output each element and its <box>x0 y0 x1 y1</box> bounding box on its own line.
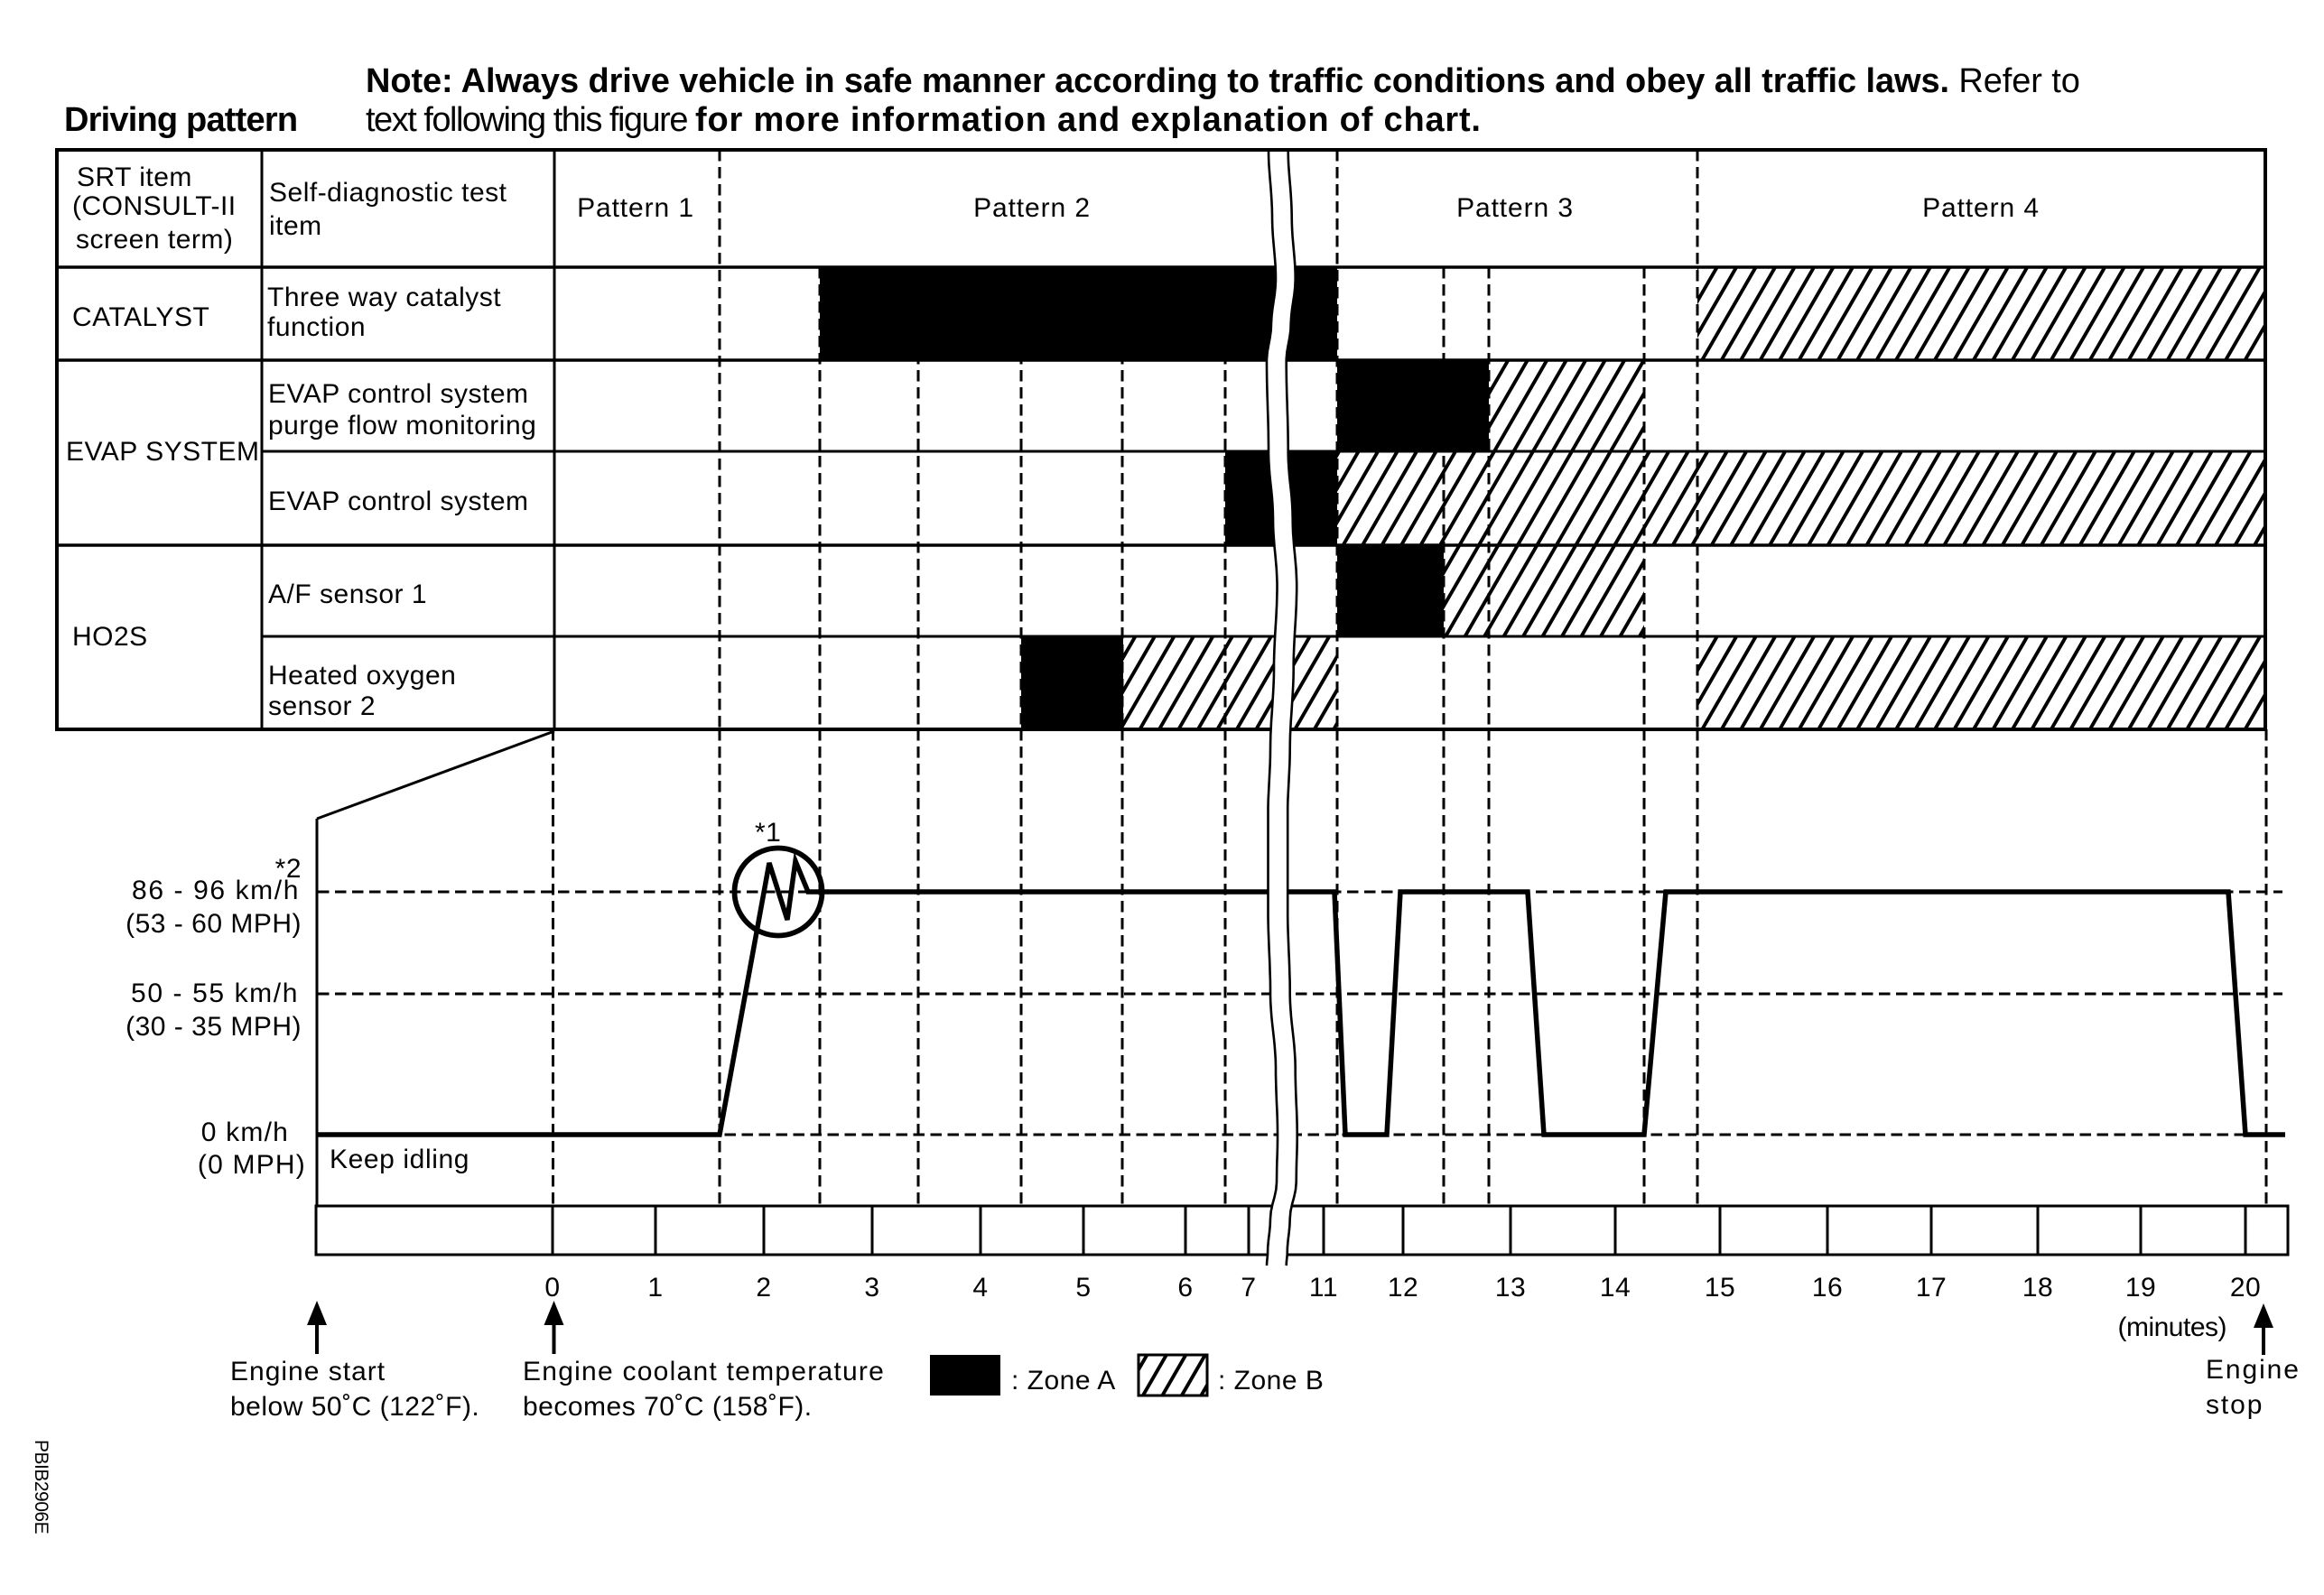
svg-text:HO2S: HO2S <box>72 622 148 652</box>
svg-text:6: 6 <box>1177 1273 1193 1303</box>
svg-text:(53 - 60 MPH): (53 - 60 MPH) <box>125 909 302 939</box>
svg-text:screen term): screen term) <box>76 225 233 255</box>
svg-text:function: function <box>267 312 366 342</box>
svg-text:EVAP SYSTEM: EVAP SYSTEM <box>66 437 259 467</box>
svg-text:below 50˚C (122˚F).: below 50˚C (122˚F). <box>230 1392 479 1422</box>
svg-text:4: 4 <box>972 1273 988 1303</box>
svg-text:sensor 2: sensor 2 <box>268 691 376 721</box>
svg-text:EVAP control system: EVAP control system <box>268 487 529 516</box>
svg-text:CATALYST: CATALYST <box>72 302 209 332</box>
svg-text:15: 15 <box>1705 1273 1735 1303</box>
svg-text:Pattern 3: Pattern 3 <box>1456 193 1574 223</box>
svg-text:*2: *2 <box>275 854 302 884</box>
svg-text:becomes 70˚C (158˚F).: becomes 70˚C (158˚F). <box>523 1392 813 1422</box>
svg-text:EVAP control system: EVAP control system <box>268 379 529 409</box>
svg-text:12: 12 <box>1388 1273 1418 1303</box>
svg-text:Three way catalyst: Three way catalyst <box>267 283 501 312</box>
svg-text:Driving pattern: Driving pattern <box>64 101 297 139</box>
svg-text:7: 7 <box>1241 1273 1256 1303</box>
svg-text:item: item <box>269 211 322 241</box>
svg-text:0 km/h: 0 km/h <box>201 1117 289 1147</box>
svg-text:PBIB2906E: PBIB2906E <box>31 1440 51 1535</box>
svg-text:(0 MPH): (0 MPH) <box>198 1150 306 1180</box>
svg-text:(CONSULT-II: (CONSULT-II <box>72 191 237 221</box>
svg-text:11: 11 <box>1309 1273 1338 1303</box>
svg-text:20: 20 <box>2230 1273 2261 1303</box>
svg-text:Keep idling: Keep idling <box>330 1145 469 1174</box>
svg-text:Engine: Engine <box>2206 1355 2301 1385</box>
svg-text:: Zone B: : Zone B <box>1218 1366 1324 1396</box>
svg-text:Pattern 4: Pattern 4 <box>1922 193 2040 223</box>
svg-text:purge flow monitoring: purge flow monitoring <box>268 411 536 440</box>
svg-text:3: 3 <box>864 1273 879 1303</box>
svg-text:13: 13 <box>1495 1273 1526 1303</box>
svg-text:A/F sensor 1: A/F sensor 1 <box>268 580 427 609</box>
svg-text:5: 5 <box>1075 1273 1091 1303</box>
svg-text:Self-diagnostic test: Self-diagnostic test <box>269 178 507 208</box>
svg-text:86 - 96 km/h: 86 - 96 km/h <box>132 876 300 905</box>
svg-text:*1: *1 <box>755 818 781 848</box>
svg-text:Engine start: Engine start <box>230 1357 386 1386</box>
svg-text:17: 17 <box>1916 1273 1947 1303</box>
svg-text:text following this figure for: text following this figure for more info… <box>366 101 1482 139</box>
svg-text:18: 18 <box>2022 1273 2053 1303</box>
svg-text:2: 2 <box>756 1273 771 1303</box>
svg-text:stop: stop <box>2206 1390 2264 1420</box>
svg-text:(30 - 35 MPH): (30 - 35 MPH) <box>125 1012 302 1042</box>
svg-text:50 - 55 km/h: 50 - 55 km/h <box>131 978 299 1008</box>
svg-text:16: 16 <box>1812 1273 1843 1303</box>
svg-text:SRT item: SRT item <box>77 162 192 192</box>
svg-text:Pattern 1: Pattern 1 <box>577 193 694 223</box>
svg-text:Pattern 2: Pattern 2 <box>973 193 1091 223</box>
svg-text:: Zone A: : Zone A <box>1011 1366 1116 1396</box>
svg-text:Note: Always drive vehicle in: Note: Always drive vehicle in safe manne… <box>366 62 2080 100</box>
svg-text:Heated oxygen: Heated oxygen <box>268 661 456 691</box>
svg-text:Engine coolant temperature: Engine coolant temperature <box>523 1357 885 1386</box>
svg-text:1: 1 <box>647 1273 663 1303</box>
svg-text:0: 0 <box>544 1273 560 1303</box>
svg-text:19: 19 <box>2125 1273 2156 1303</box>
svg-text:(minutes): (minutes) <box>2117 1312 2226 1342</box>
svg-text:14: 14 <box>1600 1273 1631 1303</box>
